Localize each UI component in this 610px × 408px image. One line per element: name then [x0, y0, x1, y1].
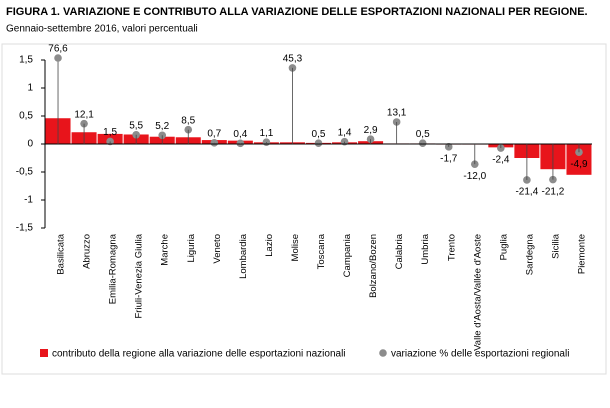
data-label: -12,0 — [463, 171, 486, 182]
data-label: 0,4 — [233, 129, 247, 140]
x-tick-label: Lazio — [264, 234, 275, 257]
y-tick-label: 1,5 — [19, 55, 33, 66]
x-tick-label: Valle d'Aosta/Vallée d'Aoste — [472, 234, 483, 351]
data-label: 5,2 — [155, 121, 169, 132]
y-tick-label: -0,5 — [16, 167, 34, 178]
legend-swatch — [40, 349, 48, 357]
data-label: 2,9 — [364, 125, 378, 136]
y-tick-label: 0,5 — [19, 111, 33, 122]
x-tick-label: Liguria — [186, 233, 197, 262]
x-tick-label: Piemonte — [576, 234, 587, 274]
x-tick-label: Veneto — [212, 234, 223, 264]
legend-label: contributo della regione alla variazione… — [52, 349, 346, 360]
x-tick-label: Basilicata — [56, 233, 67, 274]
data-label: -21,4 — [515, 187, 538, 198]
y-tick-label: -1 — [24, 195, 33, 206]
data-label: 8,5 — [181, 115, 195, 126]
data-label: 76,6 — [48, 44, 68, 55]
data-label: 5,5 — [129, 120, 143, 131]
data-label: 45,3 — [283, 54, 303, 65]
dot-edge — [54, 54, 62, 62]
x-tick-label: Calabria — [394, 233, 405, 269]
x-tick-label: Sicilia — [550, 233, 561, 259]
x-tick-label: Emilia-Romagna — [108, 233, 119, 304]
x-tick-label: Campania — [342, 233, 353, 277]
dot — [288, 64, 297, 72]
x-tick-label: Marche — [160, 234, 171, 266]
x-tick-label: Puglia — [498, 233, 509, 260]
data-label: -1,7 — [440, 153, 458, 164]
y-tick-label: 1 — [27, 83, 33, 94]
x-tick-label: Umbria — [420, 233, 431, 264]
x-tick-label: Trento — [446, 234, 457, 261]
x-tick-label: Sardegna — [524, 233, 535, 275]
data-label: -4,9 — [570, 159, 588, 170]
data-label: 0,7 — [207, 128, 221, 139]
frame — [1, 43, 607, 375]
y-tick-label: 0 — [27, 139, 33, 150]
x-tick-label: Abruzzo — [82, 234, 93, 269]
chart-title: FIGURA 1. VARIAZIONE E CONTRIBUTO ALLA V… — [6, 6, 588, 18]
data-label: 0,5 — [416, 129, 430, 140]
x-tick-label: Lombardia — [238, 233, 249, 279]
legend-label: variazione % delle esportazioni regional… — [391, 349, 569, 360]
dot — [392, 118, 401, 126]
data-label: 0,5 — [312, 129, 326, 140]
y-tick-label: -1,5 — [16, 223, 34, 234]
data-label: -2,4 — [492, 155, 510, 166]
data-label: 13,1 — [387, 108, 407, 119]
x-tick-label: Molise — [290, 234, 301, 261]
data-label: -21,2 — [542, 186, 565, 197]
legend-swatch — [379, 349, 387, 357]
chart-subtitle: Gennaio-settembre 2016, valori percentua… — [6, 24, 198, 35]
x-tick-label: Friuli-Venezia Giulia — [134, 233, 145, 318]
data-label: 12,1 — [74, 109, 94, 120]
data-label: 1,4 — [338, 127, 352, 138]
plot — [45, 64, 592, 184]
data-label: 1,5 — [103, 127, 117, 138]
x-tick-label: Bolzano/Bozen — [368, 234, 379, 298]
data-label: 1,1 — [259, 128, 273, 139]
x-tick-label: Toscana — [316, 233, 327, 269]
